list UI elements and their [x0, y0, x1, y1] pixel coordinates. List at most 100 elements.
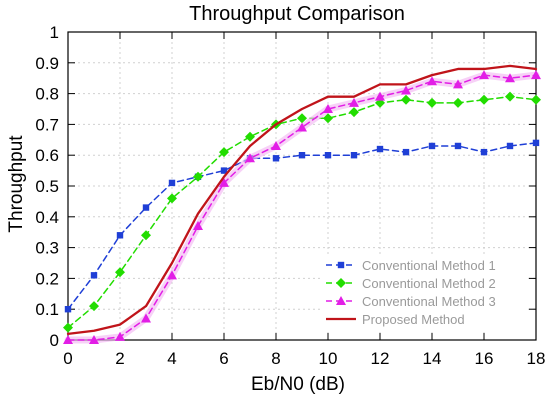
series-3-point	[453, 79, 463, 89]
series-2-point	[479, 94, 489, 105]
series-3-point	[245, 153, 255, 163]
series-1-point	[324, 152, 332, 159]
y-axis-label: Throughput	[6, 135, 27, 233]
y-tick-labels: 0 0.1 0.2 0.3 0.4 0.5 0.6 0.7 0.8 0.9 1	[35, 23, 59, 350]
y-tick-label: 0.2	[35, 269, 59, 288]
series-3-point	[349, 97, 359, 107]
series-2-point	[115, 267, 125, 278]
legend-box	[321, 256, 528, 331]
legend-item: Conventional Method 2	[326, 276, 496, 291]
series-2-point	[349, 107, 359, 118]
y-tick-label: 0.7	[35, 115, 59, 134]
y-tick-label: 0.5	[35, 177, 59, 196]
series-2-point	[167, 193, 177, 204]
series-2-point	[193, 171, 203, 182]
series-3-point	[89, 335, 99, 344]
series-1-point	[142, 204, 150, 211]
series-1-point	[480, 148, 488, 156]
chart-title: Throughput Comparison	[189, 3, 405, 25]
series-2-point	[141, 230, 151, 241]
series-3-point	[167, 270, 177, 280]
x-tick-label: 16	[475, 349, 494, 368]
series-3-point	[63, 335, 73, 344]
legend-1-point	[337, 261, 345, 269]
series-1-point	[376, 145, 384, 153]
legend-label: Proposed Method	[362, 312, 465, 327]
legend-item: Proposed Method	[326, 312, 465, 327]
x-tick-label: 12	[371, 349, 390, 368]
y-tick-label: 0.1	[35, 300, 59, 319]
series-3-point	[271, 140, 281, 150]
series-2-point	[89, 301, 99, 312]
series-1-point	[272, 155, 280, 162]
series-3-point	[115, 331, 125, 341]
y-tick-label: 0.6	[35, 146, 59, 165]
series-layer	[63, 64, 541, 344]
series-4-line	[66, 64, 538, 335]
legend-label: Conventional Method 3	[362, 294, 496, 309]
x-axis-label: Eb/N0 (dB)	[251, 374, 345, 395]
series-1-point	[506, 142, 514, 150]
legend: Conventional Method 1 Conventional Method…	[321, 256, 528, 331]
x-tick-label: 8	[271, 349, 280, 368]
series-3-point	[531, 70, 541, 80]
series-2-point	[297, 113, 307, 124]
series-3-point	[427, 76, 437, 86]
series-2	[63, 91, 541, 333]
y-tick-label: 0.8	[35, 85, 59, 104]
series-2-point	[505, 91, 515, 102]
series-3-point	[323, 104, 333, 113]
series-1	[64, 139, 540, 313]
series-3-point	[141, 313, 151, 323]
series-1-point	[402, 148, 410, 156]
series-4	[66, 64, 538, 335]
legend-item: Conventional Method 1	[326, 258, 496, 273]
series-2-point	[531, 94, 541, 105]
x-tick-label: 4	[167, 349, 176, 368]
y-tick-label: 0.4	[35, 208, 59, 227]
series-2-point	[245, 131, 255, 142]
series-1-point	[116, 232, 124, 239]
x-tick-label: 14	[423, 349, 442, 368]
x-tick-label: 18	[527, 349, 546, 368]
series-1-point	[350, 152, 358, 159]
series-2-point	[427, 97, 437, 108]
x-tick-labels: 0 2 4 6 8 10 12 14 16 18	[63, 349, 545, 368]
series-2-point	[401, 94, 411, 105]
legend-label: Conventional Method 1	[362, 258, 496, 273]
series-1-point	[168, 179, 176, 187]
series-3-point	[297, 122, 307, 132]
series-2-point	[63, 322, 73, 333]
legend-item: Conventional Method 3	[326, 294, 496, 309]
y-tick-label: 0.9	[35, 54, 59, 73]
legend-label: Conventional Method 2	[362, 276, 496, 291]
x-tick-label: 6	[219, 349, 228, 368]
x-tick-label: 2	[115, 349, 124, 368]
series-2-point	[323, 113, 333, 124]
series-3-point	[505, 73, 515, 83]
series-1-point	[220, 167, 228, 174]
series-2-point	[453, 97, 463, 108]
series-1-point	[90, 272, 98, 279]
legend-3-point	[336, 296, 346, 305]
y-tick-label: 0	[50, 331, 59, 350]
x-tick-label: 10	[319, 349, 338, 368]
y-tick-label: 0.3	[35, 239, 59, 258]
legend-2-point	[336, 278, 346, 288]
series-2-point	[219, 147, 229, 158]
series-3-point	[401, 85, 411, 95]
series-3	[63, 70, 541, 344]
series-1-point	[454, 142, 462, 150]
series-3-point	[219, 177, 229, 187]
series-1-point	[428, 142, 436, 150]
x-tick-label: 0	[63, 349, 72, 368]
y-tick-label: 1	[50, 23, 59, 42]
series-3-point	[479, 70, 489, 80]
series-1-point	[64, 306, 72, 313]
series-1-point	[298, 152, 306, 159]
series-1-point	[532, 139, 540, 147]
series-3-point	[375, 91, 385, 101]
series-3-point	[193, 221, 203, 231]
